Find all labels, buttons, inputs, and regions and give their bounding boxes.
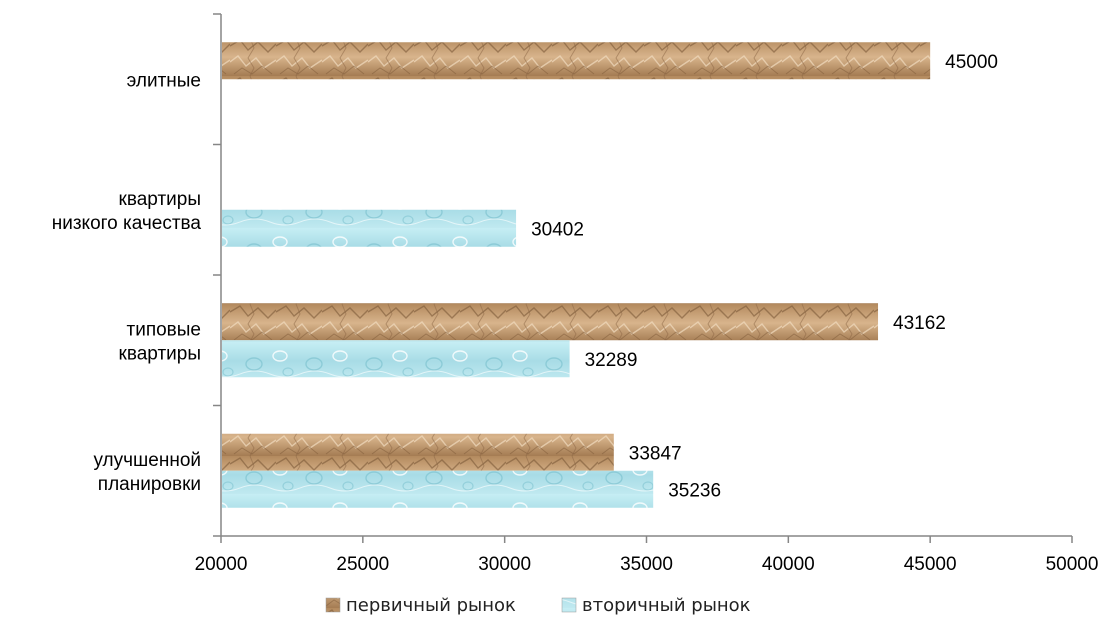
category-label: элитные bbox=[127, 70, 201, 91]
x-tick-label: 45000 bbox=[904, 554, 957, 575]
x-tick-label: 35000 bbox=[620, 554, 673, 575]
bar-secondary bbox=[222, 209, 517, 247]
data-label: 43162 bbox=[893, 313, 946, 334]
category-label: типовые квартиры bbox=[119, 319, 201, 364]
category-label: квартиры низкого качества bbox=[52, 189, 202, 234]
bar-primary bbox=[222, 303, 879, 341]
x-tick-label: 50000 bbox=[1046, 554, 1099, 575]
bar-primary bbox=[222, 42, 931, 80]
bar-secondary bbox=[222, 470, 654, 508]
bar-primary bbox=[222, 433, 614, 471]
x-tick-label: 40000 bbox=[762, 554, 815, 575]
bar-secondary bbox=[222, 340, 570, 378]
data-label: 32289 bbox=[585, 350, 638, 371]
data-label: 45000 bbox=[945, 52, 998, 73]
category-label: улучшенной планировки bbox=[93, 450, 201, 495]
data-label: 35236 bbox=[668, 480, 721, 501]
x-tick-label: 25000 bbox=[336, 554, 389, 575]
data-label: 30402 bbox=[531, 219, 584, 240]
legend-label: вторичный рынок bbox=[582, 595, 751, 616]
legend-label: первичный рынок bbox=[346, 595, 516, 616]
legend-swatch bbox=[561, 597, 577, 613]
x-tick-label: 30000 bbox=[478, 554, 531, 575]
data-label: 33847 bbox=[629, 443, 682, 464]
x-tick-label: 20000 bbox=[195, 554, 248, 575]
legend-swatch bbox=[325, 597, 341, 613]
